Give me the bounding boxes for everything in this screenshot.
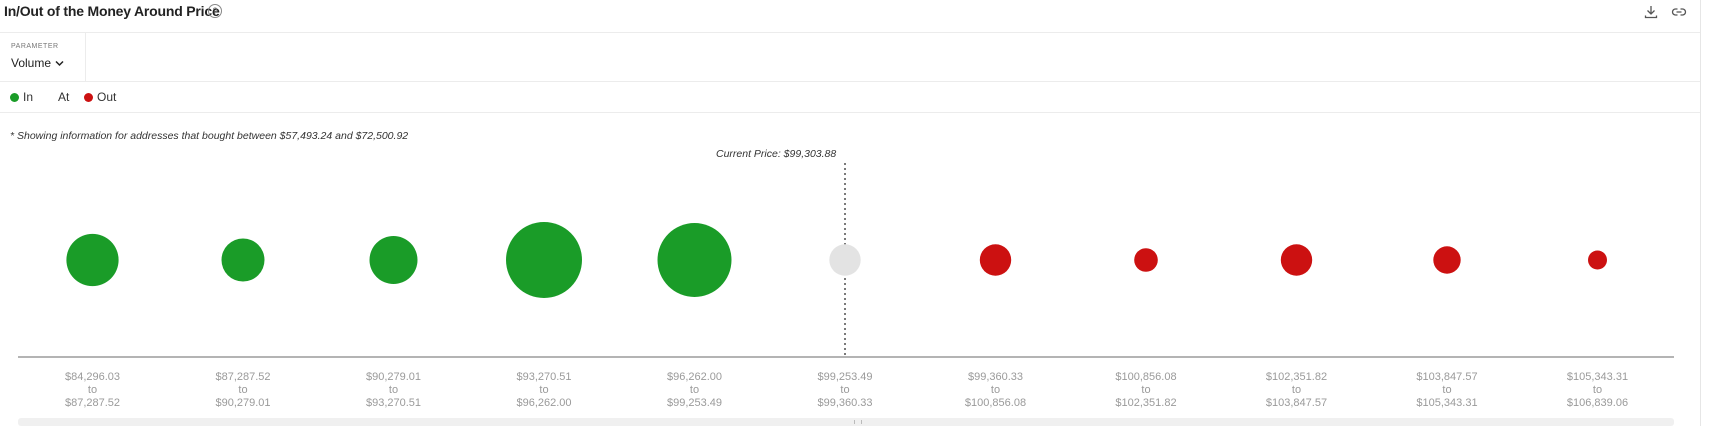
tick-label-from: $90,279.01 [366, 371, 421, 383]
tick-label-from: $96,262.00 [667, 371, 722, 383]
bubble-out[interactable] [1280, 244, 1313, 276]
tick-label-to: $100,856.08 [965, 397, 1026, 409]
tick-label-to: $87,287.52 [65, 397, 120, 409]
tick-label-to: $90,279.01 [215, 397, 270, 409]
tick-label-to: $93,270.51 [366, 397, 421, 409]
tick-label-to-word: to [389, 384, 398, 396]
bubble-in[interactable] [221, 238, 265, 282]
bubble-in[interactable] [506, 222, 582, 298]
parameter-select[interactable]: Volume [11, 56, 64, 70]
parameter-label: PARAMETER [11, 43, 59, 50]
tick-label-to: $105,343.31 [1416, 397, 1477, 409]
link-icon[interactable] [1670, 3, 1688, 21]
tick-label-from: $102,351.82 [1266, 371, 1327, 383]
current-price-label: Current Price: $99,303.88 [716, 148, 837, 160]
bubble-in[interactable] [369, 236, 418, 284]
legend-item-at[interactable]: At [58, 90, 69, 104]
tick-label-to-word: to [991, 384, 1000, 396]
tick-label-to-word: to [690, 384, 699, 396]
panel-title: In/Out of the Money Around Price [4, 3, 220, 19]
bubble-out[interactable] [1134, 248, 1158, 272]
panel-header: In/Out of the Money Around Price ? [0, 0, 1700, 33]
bubble-out[interactable] [1588, 250, 1607, 270]
tick-label-to-word: to [539, 384, 548, 396]
tick-label-from: $84,296.03 [65, 371, 120, 383]
tick-label-to-word: to [1292, 384, 1301, 396]
tick-label-from: $93,270.51 [516, 371, 571, 383]
tick-label-to-word: to [840, 384, 849, 396]
parameter-value: Volume [11, 56, 52, 70]
tick-label-to-word: to [1593, 384, 1602, 396]
bubble-at[interactable] [829, 244, 861, 276]
legend-in-dot [10, 92, 19, 102]
tick-label-to: $102,351.82 [1115, 397, 1176, 409]
chevron-down-icon [55, 60, 64, 67]
bubble-out[interactable] [1433, 246, 1461, 274]
parameter-box: PARAMETER Volume [0, 33, 86, 81]
scrollbar-grip-icon[interactable] [854, 420, 862, 424]
tick-label-to-word: to [88, 384, 97, 396]
bubble-out[interactable] [979, 244, 1012, 276]
legend: In At Out [0, 82, 1700, 113]
legend-at-label: At [58, 90, 70, 104]
bubble-in[interactable] [657, 223, 732, 297]
tick-label-to: $99,360.33 [817, 397, 872, 409]
download-icon[interactable] [1642, 3, 1660, 21]
tick-label-from: $105,343.31 [1567, 371, 1628, 383]
legend-in-label: In [23, 90, 34, 104]
tick-label-to: $106,839.06 [1567, 397, 1628, 409]
tick-label-to-word: to [238, 384, 247, 396]
legend-item-in[interactable]: In [10, 90, 33, 104]
tick-label-from: $87,287.52 [215, 371, 270, 383]
tick-label-from: $103,847.57 [1416, 371, 1477, 383]
tick-label-from: $99,360.33 [968, 371, 1023, 383]
tick-label-from: $99,253.49 [817, 371, 872, 383]
tick-label-to-word: to [1442, 384, 1451, 396]
horizontal-scrollbar[interactable] [18, 418, 1674, 426]
help-icon[interactable]: ? [208, 4, 222, 18]
legend-item-out[interactable]: Out [84, 90, 116, 104]
tick-label-to: $103,847.57 [1266, 397, 1327, 409]
legend-out-label: Out [97, 90, 117, 104]
tick-label-to-word: to [1141, 384, 1150, 396]
legend-out-dot [84, 92, 93, 102]
tick-label-to: $96,262.00 [516, 397, 571, 409]
tick-label-to: $99,253.49 [667, 397, 722, 409]
range-note: * Showing information for addresses that… [10, 130, 409, 142]
bubble-in[interactable] [66, 233, 119, 287]
parameter-row: PARAMETER Volume [0, 33, 1700, 82]
tick-label-from: $100,856.08 [1115, 371, 1176, 383]
